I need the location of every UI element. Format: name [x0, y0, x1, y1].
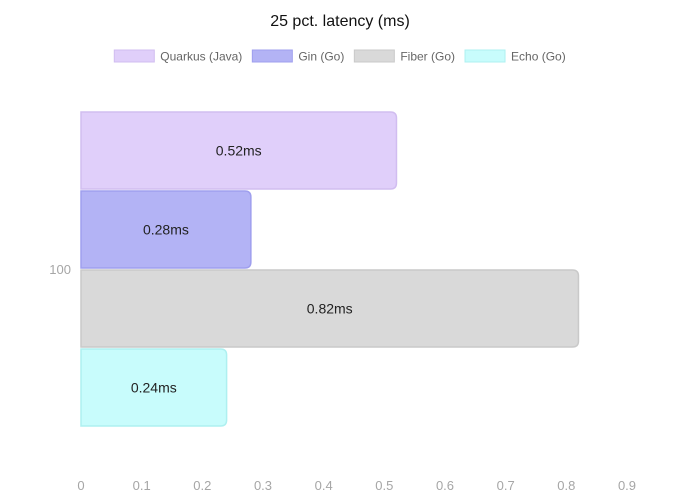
legend-swatch — [353, 49, 395, 63]
legend-item-echo-go[interactable]: Echo (Go) — [464, 49, 566, 64]
legend-item-quarkus-java[interactable]: Quarkus (Java) — [113, 49, 242, 64]
data-label-quarkus-java: 0.52ms — [216, 143, 262, 159]
data-label-gin-go: 0.28ms — [143, 222, 189, 238]
bar-fiber-go[interactable] — [80, 269, 580, 348]
x-tick-label: 0.2 — [193, 478, 211, 493]
chart-title: 25 pct. latency (ms) — [270, 13, 410, 30]
y-axis: 100 — [49, 262, 71, 277]
legend-item-gin-go[interactable]: Gin (Go) — [251, 49, 344, 64]
x-tick-label: 0.6 — [436, 478, 454, 493]
legend-item-fiber-go[interactable]: Fiber (Go) — [353, 49, 455, 64]
chart-legend: Quarkus (Java) Gin (Go) Fiber (Go) Echo (Go… — [113, 49, 566, 64]
x-axis: 0 0.1 0.2 0.3 0.4 0.5 0.6 0.7 0.8 0.9 — [77, 478, 636, 493]
data-label-echo-go: 0.24ms — [131, 380, 177, 396]
legend-swatch — [113, 49, 155, 63]
y-tick-label: 100 — [49, 262, 71, 277]
legend-swatch — [464, 49, 506, 63]
x-tick-label: 0.9 — [618, 478, 636, 493]
data-label-fiber-go: 0.82ms — [307, 301, 353, 317]
bar-echo-go[interactable] — [80, 348, 228, 427]
legend-label: Quarkus (Java) — [160, 50, 242, 64]
x-tick-label: 0.8 — [557, 478, 575, 493]
legend-label: Fiber (Go) — [400, 50, 455, 64]
legend-label: Gin (Go) — [298, 50, 344, 64]
x-tick-label: 0.4 — [315, 478, 333, 493]
x-tick-label: 0 — [77, 478, 84, 493]
bar-series-group: 0.52ms 0.28ms 0.82ms 0.24ms — [80, 111, 580, 427]
x-tick-label: 0.3 — [254, 478, 272, 493]
legend-swatch — [251, 49, 293, 63]
x-tick-label: 0.1 — [133, 478, 151, 493]
bar-gin-go[interactable] — [80, 190, 252, 269]
legend-label: Echo (Go) — [511, 50, 566, 64]
x-tick-label: 0.7 — [497, 478, 515, 493]
x-tick-label: 0.5 — [375, 478, 393, 493]
bar-quarkus-java[interactable] — [80, 111, 398, 190]
